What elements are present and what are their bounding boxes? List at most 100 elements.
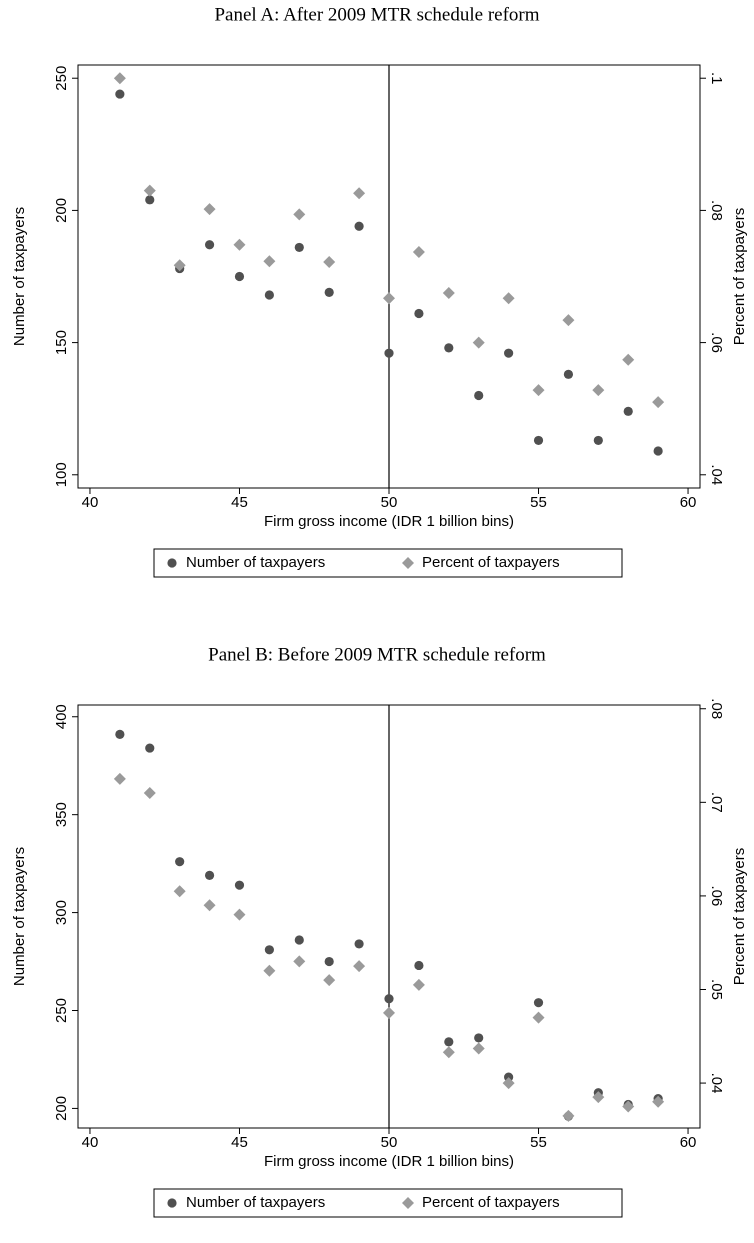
data-point: [592, 384, 605, 397]
data-point: [383, 1006, 395, 1019]
y2-tick-label: .08: [708, 200, 725, 221]
data-point: [623, 406, 633, 416]
data-point: [145, 195, 155, 205]
x-tick-label: 40: [82, 1134, 99, 1151]
data-point: [474, 1033, 484, 1043]
x-tick-label: 45: [231, 494, 248, 511]
data-point: [533, 435, 544, 446]
data-point: [113, 72, 126, 85]
y-tick-label: 250: [53, 66, 70, 91]
data-point: [354, 939, 364, 949]
data-point: [145, 743, 155, 753]
y-tick-label: 200: [53, 1096, 70, 1121]
x-tick-label: 60: [680, 494, 697, 511]
data-point: [562, 1109, 575, 1122]
data-point: [113, 772, 126, 785]
data-point: [143, 184, 156, 197]
legend-marker: [402, 557, 414, 569]
x-tick-label: 55: [530, 494, 547, 511]
y2-tick-label: .05: [708, 979, 725, 1000]
data-point: [532, 1011, 545, 1024]
x-tick-label: 45: [231, 1134, 248, 1151]
legend-box: [153, 1188, 623, 1218]
data-point: [502, 1077, 515, 1090]
y2-tick-label: .06: [708, 332, 725, 353]
data-point: [264, 945, 274, 955]
data-point: [504, 348, 514, 358]
data-point: [444, 343, 454, 353]
data-point: [353, 187, 366, 200]
y-tick-label: 200: [53, 198, 70, 223]
y2-tick-label: .08: [708, 698, 725, 719]
y-tick-label: 250: [53, 998, 70, 1023]
data-point: [652, 396, 665, 409]
legend-label: Number of taxpayers: [186, 554, 325, 571]
data-point: [592, 1091, 605, 1104]
data-point: [472, 336, 485, 349]
data-point: [323, 255, 336, 268]
data-point: [293, 955, 306, 968]
data-point: [233, 238, 246, 251]
data-point: [622, 353, 635, 366]
data-point: [383, 292, 395, 305]
x-tick-label: 40: [82, 494, 99, 511]
data-point: [173, 259, 186, 272]
data-point: [203, 899, 216, 912]
data-point: [474, 390, 484, 401]
data-point: [353, 960, 366, 973]
legend-box: [153, 548, 623, 578]
y-tick-label: 350: [53, 802, 70, 827]
data-point: [414, 308, 424, 319]
data-point: [293, 208, 306, 221]
data-point: [324, 287, 334, 297]
y2-tick-label: .07: [708, 792, 725, 813]
y-axis-title: Number of taxpayers: [11, 207, 28, 346]
data-point: [263, 964, 276, 977]
chart-title: Panel A: After 2009 MTR schedule reform: [214, 4, 539, 25]
data-point: [532, 384, 545, 397]
data-point: [115, 729, 125, 739]
legend-marker: [167, 558, 177, 568]
data-point: [264, 290, 274, 300]
data-point: [653, 446, 663, 456]
data-point: [233, 908, 246, 921]
legend-label: Percent of taxpayers: [422, 554, 560, 571]
data-point: [324, 956, 334, 967]
y2-tick-label: .06: [708, 885, 725, 906]
y-tick-label: 400: [53, 704, 70, 729]
data-point: [323, 974, 336, 987]
data-point: [384, 348, 394, 358]
legend-label: Number of taxpayers: [186, 1194, 325, 1211]
y2-axis-title: Percent of taxpayers: [731, 848, 748, 986]
y-tick-label: 100: [53, 462, 70, 487]
data-point: [622, 1100, 635, 1113]
data-point: [442, 1046, 455, 1059]
data-point: [533, 998, 544, 1008]
data-point: [563, 369, 574, 379]
y2-tick-label: .1: [708, 72, 725, 85]
data-point: [562, 314, 575, 327]
x-tick-label: 55: [530, 1134, 547, 1151]
y-axis-title: Number of taxpayers: [11, 847, 28, 986]
data-point: [204, 240, 215, 250]
data-point: [294, 935, 304, 945]
data-point: [414, 960, 424, 971]
data-point: [442, 287, 455, 300]
y2-tick-label: .04: [708, 1073, 725, 1094]
data-point: [384, 994, 394, 1004]
y2-axis-title: Percent of taxpayers: [731, 208, 748, 346]
legend-marker: [167, 1198, 177, 1208]
y-tick-label: 150: [53, 330, 70, 355]
data-point: [263, 255, 276, 268]
data-point: [204, 870, 215, 880]
x-tick-label: 60: [680, 1134, 697, 1151]
x-tick-label: 50: [381, 494, 398, 511]
data-point: [502, 292, 515, 305]
chart-title: Panel B: Before 2009 MTR schedule reform: [208, 644, 546, 665]
y-tick-label: 300: [53, 900, 70, 925]
y2-tick-label: .04: [708, 464, 725, 485]
data-point: [115, 89, 125, 99]
data-point: [294, 242, 304, 253]
data-point: [472, 1042, 485, 1055]
